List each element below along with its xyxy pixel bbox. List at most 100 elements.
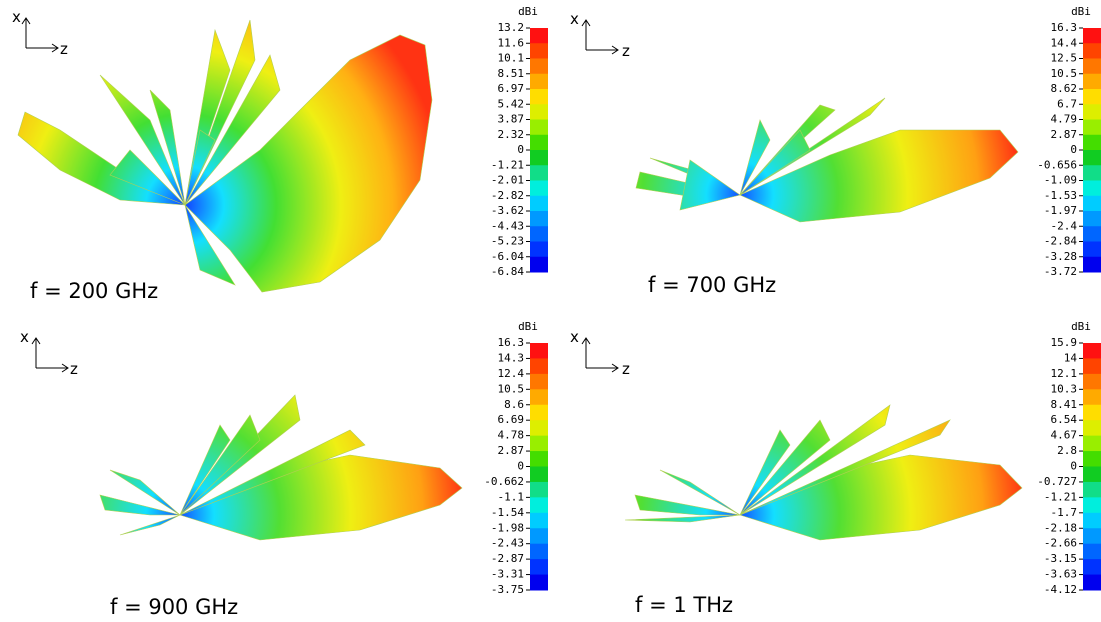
colorbar-segment (530, 512, 548, 529)
colorbar-tick-label: 13.2 (498, 21, 525, 34)
colorbar-segment (530, 404, 548, 421)
colorbar-tick-label: -1.21 (491, 158, 524, 171)
colorbar-tick-label: -3.28 (1044, 250, 1077, 263)
colorbar-tick-label: -4.43 (491, 219, 524, 232)
colorbar-tick-label: 16.3 (1051, 21, 1078, 34)
colorbar-segment (530, 420, 548, 437)
colorbar-segment (1083, 466, 1101, 483)
pattern (635, 97, 1019, 223)
axis-label: x (20, 328, 29, 346)
colorbar-segment (530, 256, 548, 273)
colorbar-tick-label: 0 (517, 460, 524, 473)
colorbar-segment (530, 435, 548, 452)
colorbar-tick-label: 4.67 (1051, 429, 1078, 442)
colorbar-segment (1083, 373, 1101, 390)
frequency-label: f = 200 GHz (30, 279, 158, 303)
colorbar-segment (530, 134, 548, 151)
colorbar-segment (1083, 497, 1101, 514)
colorbar-tick-label: 6.54 (1051, 413, 1078, 426)
colorbar-segment (530, 150, 548, 166)
colorbar-tick-label: 3.87 (498, 113, 525, 126)
colorbar-tick-label: -2.87 (491, 552, 524, 565)
colorbar-tick-label: -1.21 (1044, 490, 1077, 503)
colorbar-tick-label: -2.82 (491, 189, 524, 202)
colorbar-segment (530, 358, 548, 375)
colorbar-tick-label: -0.662 (484, 475, 524, 488)
colorbar-tick-label: 2.87 (1051, 128, 1078, 141)
colorbar-segment (1083, 389, 1101, 406)
colorbar-segment (530, 89, 548, 105)
colorbar-segment (1083, 195, 1101, 212)
colorbar-tick-label: -1.1 (498, 490, 525, 503)
axis-label: x (570, 328, 579, 346)
axis-label: x (12, 8, 21, 26)
colorbar-segment (1083, 420, 1101, 437)
colorbar-segment (1083, 559, 1101, 576)
colorbar-tick-label: -3.63 (1044, 568, 1077, 581)
colorbar-tick-label: 6.7 (1057, 97, 1077, 110)
colorbar-tick-label: -1.53 (1044, 189, 1077, 202)
colorbar-tick-label: -3.15 (1044, 552, 1077, 565)
colorbar-tick-label: -0.727 (1037, 475, 1077, 488)
axis-label: z (622, 360, 630, 378)
colorbar-segment (1083, 528, 1101, 545)
colorbar-tick-label: -2.43 (491, 537, 524, 550)
colorbar-segment (530, 373, 548, 390)
colorbar-tick-label: 14.4 (1051, 36, 1078, 49)
colorbar-tick-label: -1.7 (1051, 506, 1078, 519)
colorbar-tick-label: 5.42 (498, 97, 525, 110)
colorbar-tick-label: 12.4 (498, 367, 525, 380)
colorbar-unit: dBi (518, 320, 538, 333)
colorbar-segment (530, 165, 548, 181)
frequency-label: f = 1 THz (635, 593, 733, 617)
colorbar-tick-label: -2.01 (491, 174, 524, 187)
pattern (624, 404, 1023, 541)
colorbar-segment (530, 543, 548, 560)
axis-arrows (21, 17, 619, 373)
colorbar-tick-label: 8.62 (1051, 82, 1078, 95)
colorbar-segment (1083, 165, 1101, 181)
colorbar-segment (530, 180, 548, 197)
colorbar-segment (1083, 404, 1101, 421)
colorbar-segment (530, 226, 548, 242)
colorbar-tick-label: -3.62 (491, 204, 524, 217)
colorbar-segment (1083, 574, 1101, 591)
colorbar-tick-label: 10.5 (498, 382, 525, 395)
colorbar-segment (1083, 73, 1101, 90)
colorbar-segment (1083, 358, 1101, 375)
colorbar-segment (530, 451, 548, 467)
colorbar-segment (530, 241, 548, 258)
colorbar-segment (530, 559, 548, 576)
colorbar-tick-label: 0 (1070, 460, 1077, 473)
colorbar-segment (530, 28, 548, 44)
colorbar-segment (530, 481, 548, 498)
colorbar-tick-label: 0 (517, 143, 524, 156)
colorbar-segment (1083, 58, 1101, 75)
colorbar-segment (1083, 481, 1101, 498)
colorbar-tick-label: 8.41 (1051, 398, 1078, 411)
colorbar-tick-label: 12.5 (1051, 52, 1078, 65)
colorbar-tick-label: 4.78 (498, 429, 525, 442)
frequency-label: f = 900 GHz (110, 595, 238, 619)
colorbar-tick-label: 10.1 (498, 52, 525, 65)
colorbar-tick-label: -2.66 (1044, 537, 1077, 550)
colorbar-tick-label: 2.32 (498, 128, 525, 141)
colorbar-tick-label: -1.09 (1044, 174, 1077, 187)
colorbar-tick-label: 10.3 (1051, 382, 1078, 395)
colorbar-segment (1083, 226, 1101, 242)
colorbar-tick-label: 4.79 (1051, 113, 1078, 126)
colorbar-tick-label: 10.5 (1051, 67, 1078, 80)
colorbar-segment (530, 211, 548, 227)
colorbar-segment (1083, 119, 1101, 136)
colorbar-segment (530, 195, 548, 212)
axis-label: z (622, 42, 630, 60)
colorbar-tick-label: -1.97 (1044, 204, 1077, 217)
colorbar-tick-label: 15.9 (1051, 336, 1078, 349)
colorbar-segment (1083, 451, 1101, 467)
colorbar-unit: dBi (518, 5, 538, 18)
colorbar-tick-label: 8.6 (504, 398, 524, 411)
colorbar-segment (530, 119, 548, 136)
colorbar-unit: dBi (1071, 5, 1091, 18)
colorbar-segment (530, 528, 548, 545)
